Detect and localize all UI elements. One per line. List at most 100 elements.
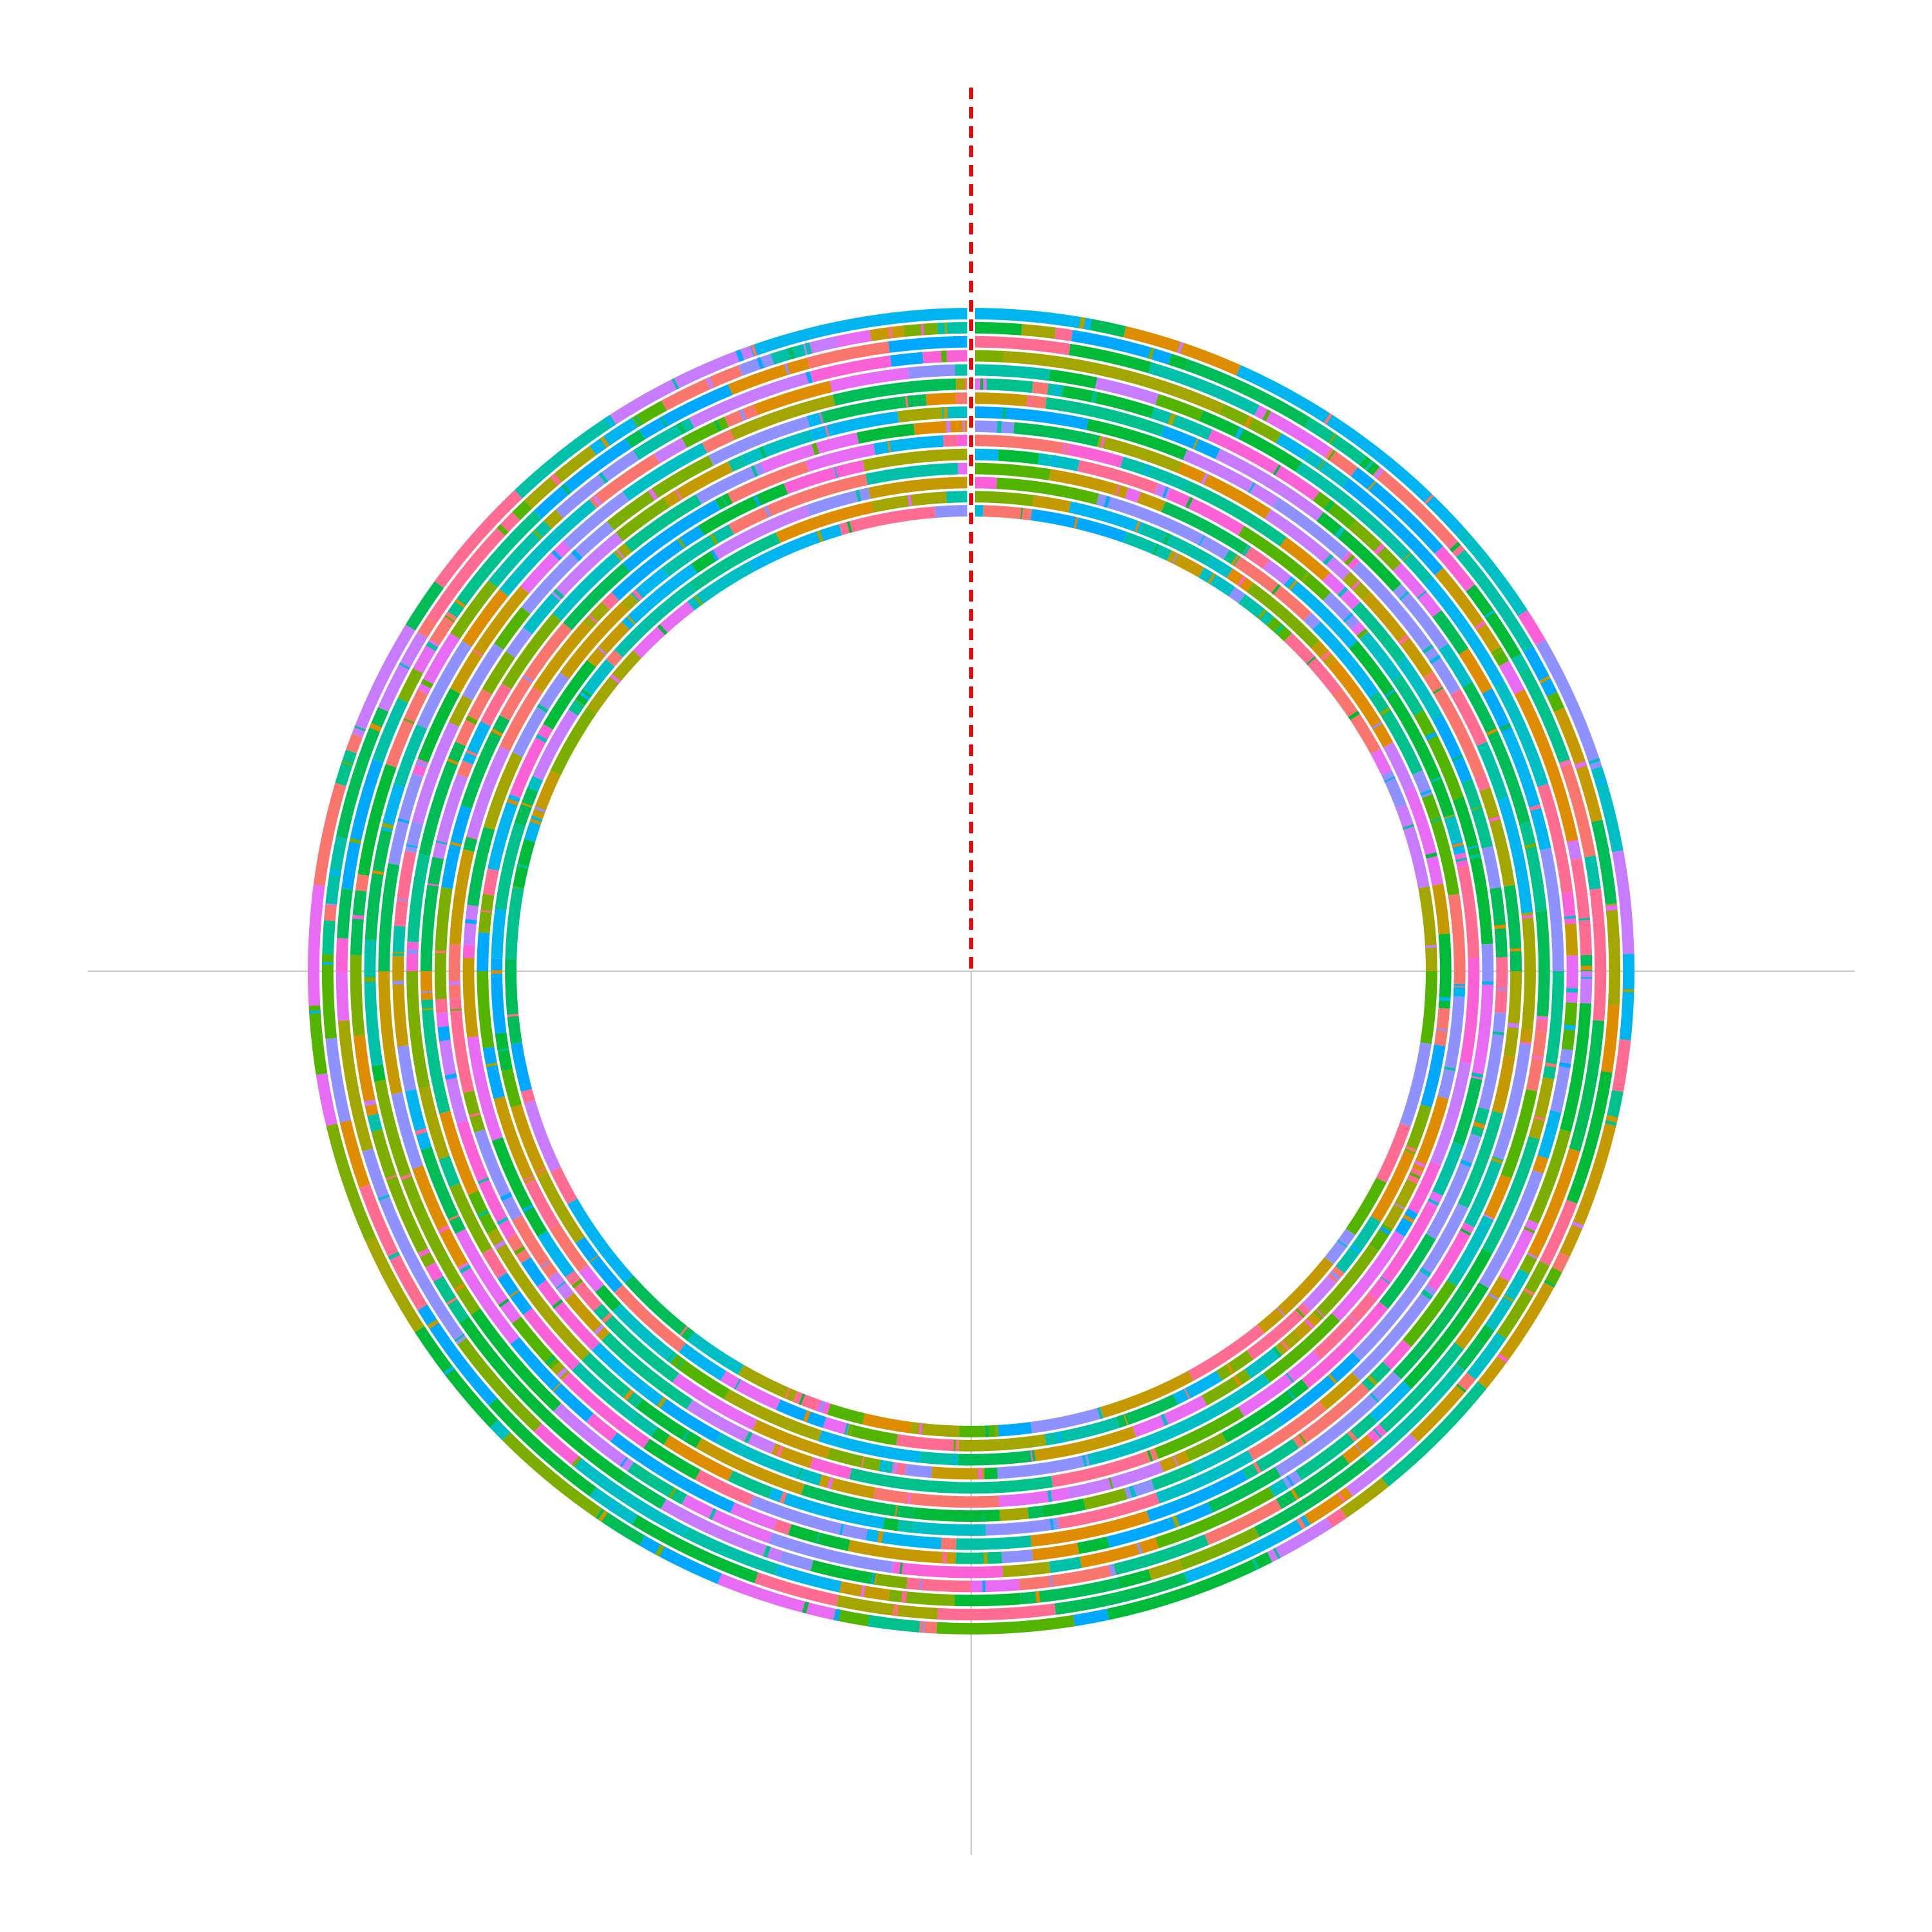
ring-accent-mark — [1323, 554, 1334, 565]
ring-segment — [511, 1316, 560, 1370]
ring-segment — [417, 1304, 498, 1406]
ring-segment — [1283, 632, 1341, 695]
ring-segment — [511, 1215, 558, 1278]
ring-segment — [372, 697, 408, 763]
ring-segment — [1283, 576, 1358, 649]
ring-accent-mark — [465, 919, 477, 924]
ring-accent-mark — [750, 465, 759, 477]
ring-segment — [1349, 641, 1412, 723]
ring-segment — [359, 1184, 428, 1311]
ring-accent-mark — [1521, 914, 1533, 919]
ring-segment — [683, 1526, 779, 1575]
ring-segment — [1432, 1141, 1464, 1197]
ring-accent-mark — [493, 1240, 506, 1250]
ring-segment — [407, 853, 430, 943]
ring-segment — [957, 1475, 1053, 1494]
ring-segment — [1526, 1030, 1547, 1092]
ring-segment — [494, 607, 531, 650]
ring-segment — [910, 1421, 960, 1437]
ring-segment — [958, 1450, 1036, 1466]
ring-accent-mark — [1327, 1373, 1338, 1385]
ring-accent-mark — [1422, 644, 1434, 654]
ring-segment — [1257, 1257, 1334, 1334]
ring-accent-mark — [498, 1298, 509, 1308]
ring-segment — [1535, 639, 1602, 770]
ring-segment — [1062, 385, 1155, 419]
ring-accent-mark — [811, 442, 820, 455]
ring-accent-mark — [657, 624, 668, 636]
ring-segment — [448, 943, 461, 999]
ring-segment — [457, 760, 473, 778]
ring-segment — [549, 1223, 589, 1273]
ring-accent-mark — [1580, 965, 1593, 971]
ring-accent-mark — [994, 1425, 999, 1437]
ring-segment — [1242, 544, 1271, 569]
ring-accent-mark — [1356, 628, 1368, 639]
ring-segment — [727, 460, 810, 504]
ring-segment — [1106, 1502, 1213, 1548]
ring-segment — [533, 621, 592, 693]
ring-accent-mark — [1399, 591, 1410, 601]
ring-segment — [1326, 1508, 1347, 1528]
ring-accent-mark — [1323, 413, 1333, 425]
ring-segment — [1246, 582, 1320, 649]
ring-accent-mark — [1364, 460, 1374, 471]
ring-segment — [1591, 766, 1624, 853]
ring-accent-mark — [469, 1112, 481, 1118]
ring-segment — [1077, 1536, 1110, 1555]
ring-accent-mark — [1162, 533, 1171, 545]
ring-accent-mark — [1344, 554, 1356, 566]
ring-segment — [325, 1037, 352, 1123]
ring-segment — [640, 564, 698, 612]
ring-segment — [1086, 419, 1188, 460]
ring-segment — [531, 770, 561, 820]
ring-segment — [506, 627, 533, 658]
ring-segment — [462, 944, 475, 958]
ring-segment — [335, 750, 357, 786]
ring-segment — [551, 1361, 571, 1381]
ring-accent-mark — [491, 728, 503, 737]
ring-accent-mark — [1559, 761, 1571, 767]
ring-accent-mark — [536, 703, 549, 713]
ring-segment — [1453, 983, 1466, 998]
ring-segment — [1457, 1110, 1503, 1209]
ring-segment — [1561, 891, 1577, 925]
ring-segment — [1584, 855, 1601, 890]
ring-accent-mark — [1049, 1518, 1055, 1531]
ring-segment — [550, 1166, 578, 1204]
ring-5 — [448, 448, 1494, 1494]
ring-segment — [1222, 1379, 1309, 1443]
ring-segment — [1519, 1254, 1537, 1274]
ring-accent-mark — [739, 409, 747, 421]
ring-accent-mark — [571, 1455, 582, 1468]
ring-11 — [364, 364, 1578, 1578]
ring-segment — [1476, 741, 1509, 800]
ring-segment — [480, 683, 512, 726]
ring-segment — [1474, 773, 1491, 791]
ring-accent-mark — [920, 323, 924, 336]
ring-accent-mark — [984, 1468, 985, 1480]
ring-segment — [956, 1535, 1032, 1550]
ring-segment — [1003, 350, 1132, 383]
ring-accent-mark — [802, 1601, 809, 1614]
ring-segment — [1030, 395, 1047, 409]
ring-accent-mark — [1160, 1414, 1169, 1426]
ring-segment — [821, 393, 927, 424]
ring-segment — [1201, 1368, 1251, 1406]
ring-segment — [601, 592, 620, 610]
ring-accent-mark — [1090, 391, 1098, 404]
ring-accent-mark — [1371, 721, 1383, 730]
ring-segment — [1155, 1486, 1275, 1549]
ring-accent-mark — [1247, 482, 1256, 493]
ring-accent-mark — [507, 1013, 519, 1018]
ring-segment — [1489, 735, 1531, 824]
ring-accent-mark — [594, 672, 604, 681]
ring-segment — [489, 1419, 511, 1441]
ring-segment — [563, 491, 630, 550]
ring-segment — [1591, 819, 1617, 905]
ring-segment — [412, 1165, 468, 1268]
ring-accent-mark — [1002, 407, 1006, 419]
ring-accent-mark — [321, 961, 334, 965]
ring-segment — [874, 1573, 908, 1589]
ring-segment — [610, 1432, 721, 1506]
